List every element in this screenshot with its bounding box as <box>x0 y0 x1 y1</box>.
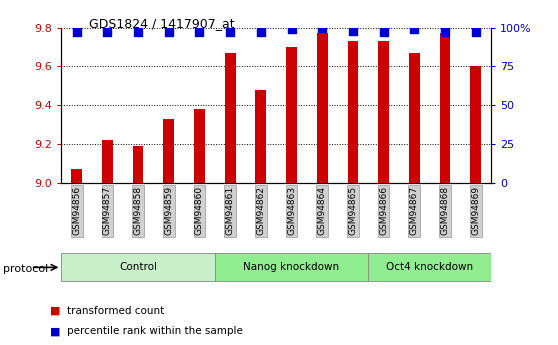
Bar <box>215 253 368 282</box>
Text: GSM94868: GSM94868 <box>440 186 450 235</box>
Bar <box>194 109 205 183</box>
Point <box>73 29 81 35</box>
Text: GSM94862: GSM94862 <box>256 186 266 235</box>
Bar <box>348 41 358 183</box>
Bar <box>317 33 328 183</box>
Text: Control: Control <box>119 263 157 272</box>
Bar <box>71 169 82 183</box>
Bar <box>256 90 266 183</box>
Text: GSM94865: GSM94865 <box>348 186 358 235</box>
Bar <box>225 53 235 183</box>
Point <box>225 29 235 35</box>
Bar <box>440 33 450 183</box>
Point <box>165 29 174 35</box>
Text: ■: ■ <box>50 306 61 315</box>
Point <box>410 26 418 32</box>
Text: percentile rank within the sample: percentile rank within the sample <box>67 326 243 336</box>
Point <box>379 29 388 35</box>
Bar <box>368 253 491 282</box>
Text: GSM94856: GSM94856 <box>72 186 81 235</box>
Point <box>441 29 450 35</box>
Text: GSM94863: GSM94863 <box>287 186 296 235</box>
Text: GSM94858: GSM94858 <box>133 186 143 235</box>
Bar <box>102 140 113 183</box>
Bar <box>409 53 420 183</box>
Text: GSM94857: GSM94857 <box>103 186 112 235</box>
Text: GSM94859: GSM94859 <box>164 186 174 235</box>
Text: GSM94861: GSM94861 <box>225 186 235 235</box>
Text: GSM94864: GSM94864 <box>318 186 327 235</box>
Text: Oct4 knockdown: Oct4 knockdown <box>386 263 473 272</box>
Bar <box>286 47 297 183</box>
Point <box>287 26 296 32</box>
Point <box>134 29 143 35</box>
Text: GDS1824 / 1417907_at: GDS1824 / 1417907_at <box>89 17 235 30</box>
Text: Nanog knockdown: Nanog knockdown <box>243 263 340 272</box>
Point <box>471 29 480 35</box>
Bar <box>61 253 215 282</box>
Text: GSM94866: GSM94866 <box>379 186 388 235</box>
Text: ■: ■ <box>50 326 61 336</box>
Bar <box>470 66 481 183</box>
Point <box>348 28 358 33</box>
Bar <box>163 119 174 183</box>
Text: GSM94867: GSM94867 <box>410 186 419 235</box>
Point <box>195 29 204 35</box>
Point <box>257 29 266 35</box>
Point <box>103 29 112 35</box>
Text: transformed count: transformed count <box>67 306 164 315</box>
Bar <box>133 146 143 183</box>
Point <box>318 25 327 30</box>
Bar <box>378 41 389 183</box>
Text: GSM94869: GSM94869 <box>471 186 480 235</box>
Text: protocol: protocol <box>3 264 48 274</box>
Text: GSM94860: GSM94860 <box>195 186 204 235</box>
